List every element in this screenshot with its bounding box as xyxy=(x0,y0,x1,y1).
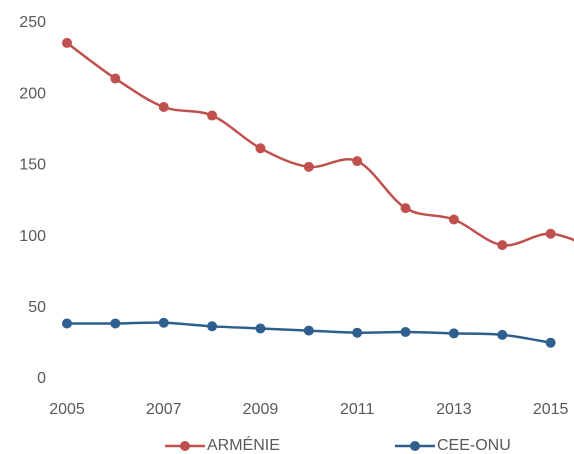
data-point xyxy=(352,327,363,338)
data-point xyxy=(448,214,459,225)
x-tick-label: 2013 xyxy=(436,401,472,418)
data-point xyxy=(255,323,266,334)
data-point xyxy=(158,102,169,113)
data-point xyxy=(545,337,556,348)
data-point xyxy=(303,161,314,172)
data-point xyxy=(62,318,72,329)
x-tick-label: 2011 xyxy=(340,401,375,418)
legend-marker xyxy=(410,441,420,451)
data-point xyxy=(497,240,508,251)
data-point xyxy=(303,325,314,336)
legend-label: CEE-ONU xyxy=(437,437,511,454)
data-point xyxy=(158,317,169,328)
x-tick-label: 2015 xyxy=(533,401,569,418)
data-point xyxy=(62,37,72,48)
y-tick-label: 100 xyxy=(19,228,46,245)
y-tick-label: 0 xyxy=(37,370,46,387)
data-point xyxy=(448,328,459,339)
x-tick-label: 2007 xyxy=(146,401,182,418)
data-point xyxy=(545,228,556,239)
data-point xyxy=(400,327,411,338)
legend-marker xyxy=(180,441,190,451)
data-point xyxy=(207,110,218,121)
data-point xyxy=(110,318,121,329)
legend-label: ARMÉNIE xyxy=(207,435,280,454)
data-point xyxy=(400,203,411,214)
y-tick-label: 200 xyxy=(19,85,46,102)
data-point xyxy=(255,143,266,154)
y-tick-label: 150 xyxy=(19,157,46,174)
x-tick-label: 2005 xyxy=(49,401,85,418)
plot-area xyxy=(62,37,574,348)
data-point xyxy=(207,321,218,332)
data-point xyxy=(352,156,363,167)
x-tick-label: 2009 xyxy=(243,401,279,418)
data-point xyxy=(497,329,508,340)
series-line xyxy=(66,41,574,247)
y-tick-label: 50 xyxy=(28,299,46,316)
data-point xyxy=(110,73,121,84)
y-tick-label: 250 xyxy=(19,14,46,31)
